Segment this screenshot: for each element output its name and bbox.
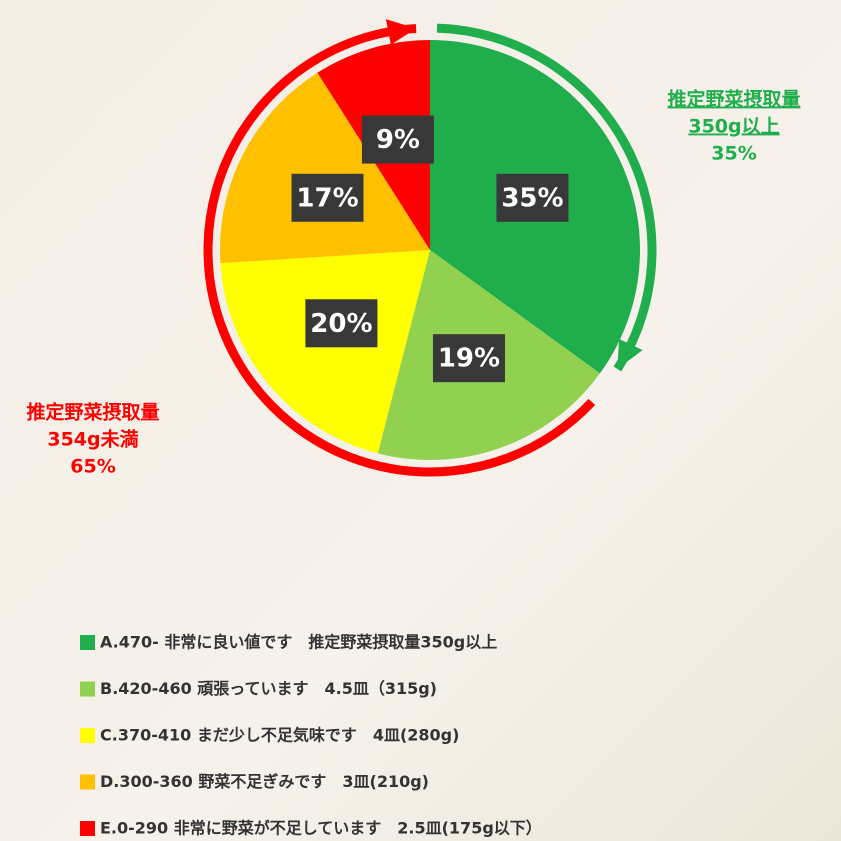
data-label: 9% xyxy=(376,125,420,155)
label-box xyxy=(361,115,434,164)
data-label: 19% xyxy=(438,344,500,374)
arrow-head xyxy=(617,338,643,369)
data-label: 35% xyxy=(501,183,563,213)
label-box xyxy=(305,299,378,348)
arrow-head xyxy=(385,19,417,45)
annotation: 推定野菜摂取量 xyxy=(667,88,800,111)
legend-swatch xyxy=(80,774,95,790)
legend-label: B.420-460 頑張っています 4.5皿（315g) xyxy=(100,679,437,698)
label-box xyxy=(291,173,364,222)
group-arc xyxy=(436,23,657,372)
pie-slice xyxy=(220,250,430,454)
data-label: 17% xyxy=(296,183,358,213)
label-box xyxy=(496,173,569,222)
annotation: 65% xyxy=(70,456,115,478)
annotation: 350g以上 xyxy=(688,116,779,138)
data-label: 20% xyxy=(310,309,372,339)
legend-swatch xyxy=(80,821,95,836)
legend-swatch xyxy=(80,635,95,650)
group-arc xyxy=(203,23,596,477)
pie-slice xyxy=(220,72,430,264)
legend-label: D.300-360 野菜不足ぎみです 3皿(210g) xyxy=(100,772,429,791)
legend-swatch xyxy=(80,728,95,743)
annotation: 35% xyxy=(711,143,756,165)
annotation: 354g未満 xyxy=(47,428,138,451)
legend-swatch xyxy=(80,681,95,697)
legend-label: A.470- 非常に良い値です 推定野菜摂取量350g以上 xyxy=(100,633,497,652)
label-box xyxy=(432,334,505,383)
legend-label: E.0-290 非常に野菜が不足しています 2.5皿(175g以下） xyxy=(100,819,542,838)
legend-label: C.370-410 まだ少し不足気味です 4皿(280g) xyxy=(100,726,459,745)
annotation: 推定野菜摂取量 xyxy=(26,401,159,424)
